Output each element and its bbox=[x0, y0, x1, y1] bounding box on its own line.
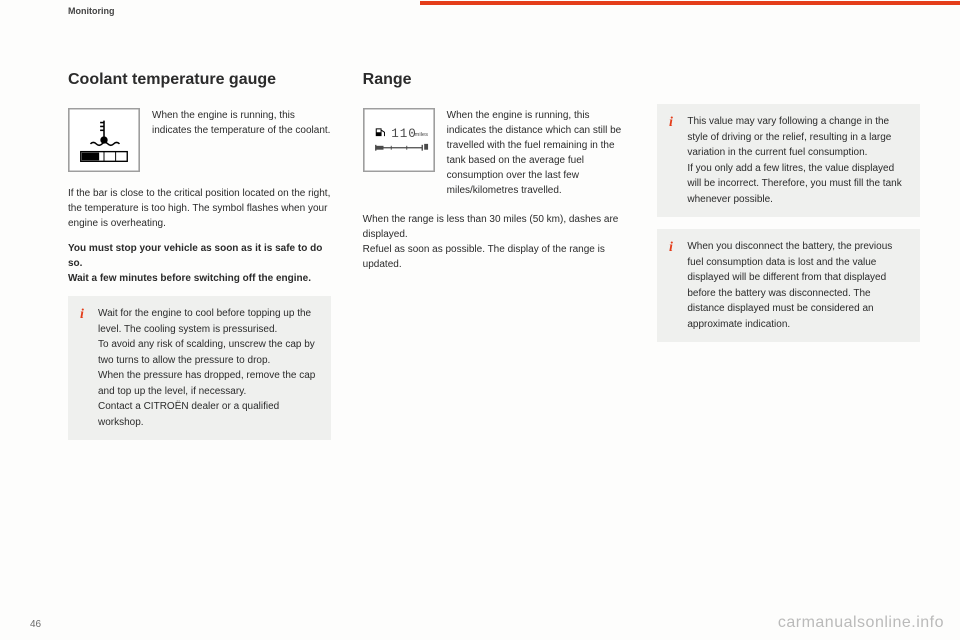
watermark: carmanualsonline.info bbox=[778, 614, 944, 632]
info-icon: i bbox=[665, 114, 679, 128]
range-intro-text: When the engine is running, this indicat… bbox=[447, 108, 626, 198]
info-icon: i bbox=[665, 239, 679, 253]
col-right: i This value may vary following a change… bbox=[657, 70, 920, 620]
coolant-gauge-thumb bbox=[68, 108, 140, 172]
svg-text:i: i bbox=[669, 240, 673, 253]
coolant-p2: You must stop your vehicle as soon as it… bbox=[68, 241, 331, 286]
content: Coolant temperature gauge bbox=[68, 70, 920, 620]
range-infobox-2: i When you disconnect the battery, the p… bbox=[657, 229, 920, 342]
range-infobox-2-text: When you disconnect the battery, the pre… bbox=[687, 239, 908, 332]
range-value: 110 bbox=[391, 127, 417, 141]
coolant-gauge-icon bbox=[68, 108, 140, 172]
range-infobox-1-text: This value may vary following a change i… bbox=[687, 114, 908, 207]
coolant-title: Coolant temperature gauge bbox=[68, 70, 331, 90]
svg-text:i: i bbox=[80, 307, 84, 320]
top-bar: Monitoring bbox=[0, 0, 960, 22]
top-red-strip bbox=[420, 1, 960, 5]
col-mid: Range 110 miles bbox=[363, 70, 626, 620]
coolant-intro: When the engine is running, this indicat… bbox=[68, 108, 331, 172]
coolant-infobox: i Wait for the engine to cool before top… bbox=[68, 296, 331, 440]
range-display-icon: 110 miles bbox=[363, 108, 435, 172]
page-number: 46 bbox=[30, 619, 41, 630]
page-root: Monitoring Coolant temperature gauge bbox=[0, 0, 960, 640]
col-left: Coolant temperature gauge bbox=[68, 70, 331, 620]
coolant-intro-text: When the engine is running, this indicat… bbox=[152, 108, 331, 172]
range-unit: miles bbox=[414, 132, 428, 138]
range-infobox-1: i This value may vary following a change… bbox=[657, 104, 920, 217]
range-thumb: 110 miles bbox=[363, 108, 435, 172]
section-label: Monitoring bbox=[68, 6, 115, 16]
svg-text:i: i bbox=[669, 115, 673, 128]
range-title: Range bbox=[363, 70, 626, 90]
coolant-infobox-text: Wait for the engine to cool before toppi… bbox=[98, 306, 319, 430]
info-icon: i bbox=[76, 306, 90, 320]
range-intro: 110 miles When bbox=[363, 108, 626, 198]
coolant-p1: If the bar is close to the critical posi… bbox=[68, 186, 331, 231]
range-p1: When the range is less than 30 miles (50… bbox=[363, 212, 626, 272]
